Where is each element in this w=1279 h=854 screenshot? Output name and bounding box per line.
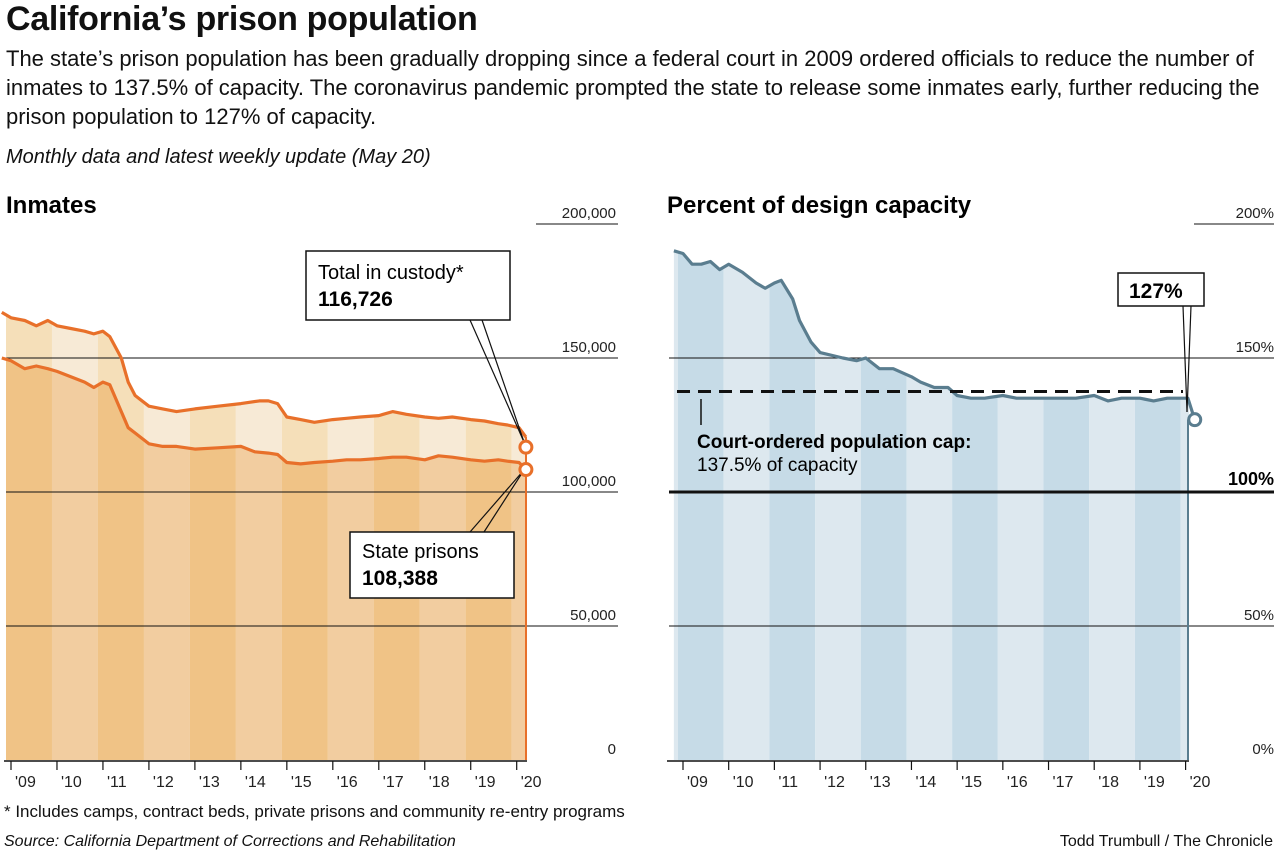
x-tick-label: '19: [1144, 774, 1165, 791]
series-line: [673, 249, 1197, 421]
callout-box: [349, 531, 515, 599]
area-band: [673, 250, 678, 760]
x-tick-label: '14: [915, 774, 936, 791]
y-tick-label: 100,000: [562, 473, 616, 490]
callout-leader: [1182, 305, 1188, 413]
inmates-chart: '09 '10 '11 '12 '13 '14 '15 '16 '17 '18 '19 '20 50,…: [0, 192, 618, 791]
y-tick-label: 200%: [1236, 205, 1274, 222]
capacity-x-axis: '09 '10 '11 '12 '13 '14 '15 '16 '17 '18 '19 '20: [667, 760, 1211, 791]
court-cap-sublabel: 137.5% of capacity: [697, 455, 858, 476]
source-note: Source: California Department of Correct…: [4, 833, 456, 850]
x-tick-label: '12: [824, 774, 845, 791]
y-tick-label: 50%: [1244, 607, 1274, 624]
area-band: [51, 358, 98, 760]
capacity-y-axis: 50% 150% 200% 0%: [1236, 205, 1274, 758]
capacity-chart-title: Percent of design capacity: [667, 192, 972, 219]
inmates-y-axis: 50,000 100,000 150,000 200,000 0: [562, 205, 616, 758]
x-tick-label: '13: [199, 774, 220, 791]
callout-label: Total in custody*: [318, 262, 464, 284]
callout-value: 127%: [1129, 280, 1183, 303]
callout-value: 108,388: [362, 567, 438, 590]
total-in-custody-callout: Total in custody* 116,726: [305, 250, 525, 443]
state-endpoint-marker: [518, 462, 534, 478]
x-tick-label: '11: [778, 774, 798, 791]
series-line: [0, 311, 528, 439]
area-band: [6, 358, 52, 760]
x-tick-label: '18: [429, 774, 450, 791]
x-tick-label: '10: [61, 774, 82, 791]
x-tick-label: '16: [337, 774, 358, 791]
callout-leader: [469, 469, 525, 533]
y-tick-label: 150,000: [562, 339, 616, 356]
callout-leader: [481, 319, 525, 443]
court-cap-label: Court-ordered population cap:: [697, 432, 971, 453]
page-title: California’s prison population: [6, 0, 478, 38]
capacity-line: [673, 249, 1197, 760]
total-endpoint-marker: [518, 439, 534, 455]
callout-leader: [1186, 305, 1192, 413]
callout-label: State prisons: [362, 541, 479, 563]
x-tick-label: '17: [1053, 774, 1074, 791]
area-band: [1180, 250, 1189, 760]
credit: Todd Trumbull / The Chronicle: [1059, 833, 1273, 850]
x-tick-label: '12: [153, 774, 174, 791]
x-tick-label: '15: [961, 774, 982, 791]
callout-box: [1117, 272, 1205, 307]
x-tick-label: '17: [383, 774, 404, 791]
x-tick-label: '20: [1190, 774, 1211, 791]
y-tick-label: 0: [608, 741, 616, 758]
inmates-chart-title: Inmates: [6, 192, 97, 219]
capacity-gridlines: [669, 223, 1274, 627]
description: The state’s prison population has been g…: [6, 46, 1260, 129]
inmates-lines: [0, 311, 528, 760]
footnote: * Includes camps, contract beds, private…: [4, 802, 625, 821]
area-band: [723, 250, 770, 760]
x-tick-label: '13: [870, 774, 891, 791]
inmates-gridlines: [6, 223, 618, 627]
x-tick-label: '20: [521, 774, 542, 791]
inmates-x-axis: '09 '10 '11 '12 '13 '14 '15 '16 '17 '18 '19 '20: [4, 760, 542, 791]
x-tick-label: '16: [1007, 774, 1028, 791]
state-prisons-callout: State prisons 108,388: [349, 469, 525, 599]
data-note: Monthly data and latest weekly update (M…: [6, 146, 431, 168]
callout-leader: [483, 469, 525, 533]
x-tick-label: '14: [245, 774, 266, 791]
x-tick-label: '18: [1098, 774, 1119, 791]
x-tick-label: '09: [687, 774, 708, 791]
latest-percent-callout: 127%: [1117, 272, 1205, 413]
x-tick-label: '09: [15, 774, 36, 791]
x-tick-label: '10: [733, 774, 754, 791]
capacity-endpoint-marker: [1187, 412, 1203, 428]
y-tick-label: 0%: [1252, 741, 1274, 758]
callout-value: 116,726: [318, 288, 393, 311]
y-tick-label: 150%: [1236, 339, 1274, 356]
capacity-chart: '09 '10 '11 '12 '13 '14 '15 '16 '17 '18 '19 '20 50%…: [667, 192, 1274, 791]
callout-leader: [469, 319, 525, 443]
series-line: [1, 356, 528, 471]
area-band: [678, 250, 724, 760]
x-tick-label: '11: [107, 774, 127, 791]
x-tick-label: '19: [475, 774, 496, 791]
x-tick-label: '15: [291, 774, 312, 791]
y-tick-label: 200,000: [562, 205, 616, 222]
y-tick-label: 50,000: [570, 607, 616, 624]
callout-box: [305, 250, 511, 321]
hundred-percent-label: 100%: [1228, 469, 1274, 489]
